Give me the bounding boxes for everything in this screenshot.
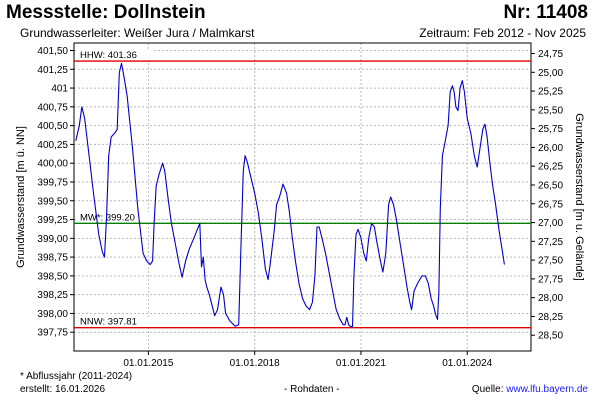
- source-credit: Quelle: www.lfu.bayern.de: [472, 384, 588, 395]
- y-tick-label-right: 28,50: [538, 331, 563, 342]
- y-tick-label-left: 401,25: [37, 65, 68, 76]
- y-tick-label-right: 28,00: [538, 293, 563, 304]
- y-tick-label-left: 399,00: [37, 234, 68, 245]
- y-tick-label-left: 400,75: [37, 102, 68, 113]
- y-tick-label-left: 401,50: [37, 46, 68, 57]
- source-label: Quelle:: [471, 384, 507, 395]
- y-tick-label-right: 27,25: [538, 237, 563, 248]
- reference-label-bg: [78, 212, 154, 223]
- y-tick-label-right: 26,75: [538, 199, 563, 210]
- y-axis-label-left: Grundwasserstand [m ü. NN]: [15, 126, 27, 268]
- y-tick-label-right: 26,50: [538, 180, 563, 191]
- x-tick-label: 01.01.2018: [230, 358, 280, 369]
- x-tick-label: 01.01.2021: [336, 358, 386, 369]
- station-number: Nr: 11408: [503, 2, 588, 23]
- x-tick-label: 01.01.2024: [442, 358, 492, 369]
- series-line: [75, 62, 505, 328]
- y-tick-label-left: 400,00: [37, 159, 68, 170]
- page-title: Messstelle: Dollnstein: [6, 2, 206, 23]
- y-tick-label-right: 27,50: [538, 256, 563, 267]
- y-tick-label-left: 398,00: [37, 309, 68, 320]
- footnote: * Abflussjahr (2011-2024): [20, 371, 133, 382]
- y-tick-label-right: 25,00: [538, 68, 563, 79]
- reference-label-bg: [78, 50, 154, 61]
- reference-line-label: MW*: 399.20: [80, 212, 135, 223]
- y-tick-label-right: 26,00: [538, 143, 563, 154]
- y-tick-label-right: 24,75: [538, 49, 563, 60]
- y-tick-label-left: 401: [51, 84, 68, 95]
- y-tick-label-left: 399,50: [37, 196, 68, 207]
- y-axis-label-right: Grundwasserstand [m u. Gelände]: [573, 113, 585, 281]
- period-label: Zeitraum: Feb 2012 - Nov 2025: [419, 26, 586, 40]
- data-type-label: - Rohdaten -: [284, 384, 340, 395]
- y-tick-label-left: 399,25: [37, 215, 68, 226]
- y-tick-label-left: 398,25: [37, 290, 68, 301]
- y-tick-label-right: 25,75: [538, 124, 563, 135]
- y-tick-label-left: 397,75: [37, 328, 68, 339]
- y-tick-label-left: 398,75: [37, 253, 68, 264]
- plot-frame: [73, 42, 532, 352]
- aquifer-label: Grundwasserleiter: Weißer Jura / Malmkar…: [20, 26, 255, 40]
- y-tick-label-left: 399,75: [37, 177, 68, 188]
- y-tick-label-right: 27,75: [538, 274, 563, 285]
- source-link[interactable]: www.lfu.bayern.de: [506, 384, 588, 395]
- created-date: erstellt: 16.01.2026: [20, 384, 106, 395]
- y-tick-label-right: 27,00: [538, 218, 563, 229]
- reference-line-label: NNW: 397.81: [80, 317, 137, 328]
- y-tick-label-right: 25,25: [538, 87, 563, 98]
- y-tick-label-left: 398,50: [37, 271, 68, 282]
- x-tick-label: 01.01.2015: [123, 358, 173, 369]
- y-tick-label-left: 400,50: [37, 121, 68, 132]
- y-tick-label-right: 26,25: [538, 162, 563, 173]
- y-tick-label-right: 25,50: [538, 105, 563, 116]
- reference-line-label: HHW: 401.36: [80, 50, 137, 61]
- reference-label-bg: [78, 316, 154, 327]
- y-tick-label-right: 28,25: [538, 312, 563, 323]
- y-tick-label-left: 400,25: [37, 140, 68, 151]
